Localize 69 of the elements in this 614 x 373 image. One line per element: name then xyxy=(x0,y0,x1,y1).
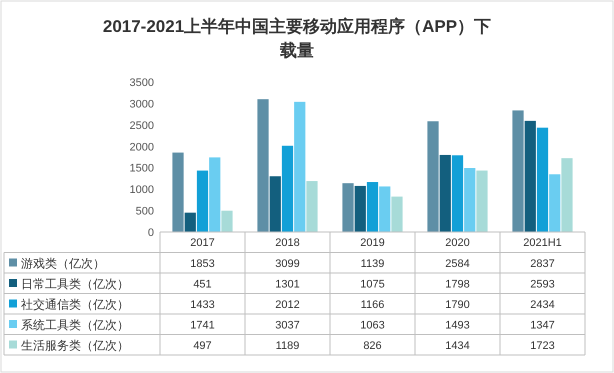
y-tick-label: 3000 xyxy=(130,98,154,110)
data-label: 2837 xyxy=(530,258,555,270)
x-tick-label: 2020 xyxy=(445,237,470,249)
bar xyxy=(464,168,476,232)
bar xyxy=(440,154,451,232)
data-label: 1853 xyxy=(190,258,215,270)
bar xyxy=(209,157,220,232)
bar xyxy=(306,181,318,232)
data-label: 2584 xyxy=(445,258,470,270)
data-label: 1301 xyxy=(275,278,300,290)
data-label: 3037 xyxy=(275,320,300,332)
legend-label: 系统工具类（亿次） xyxy=(21,318,129,332)
data-label: 1075 xyxy=(360,278,385,290)
bar xyxy=(427,121,439,232)
bar xyxy=(524,120,536,232)
bar xyxy=(549,174,560,232)
legend-label: 生活服务类（亿次） xyxy=(21,338,129,352)
data-label: 1493 xyxy=(445,320,470,332)
y-tick-label: 1000 xyxy=(130,184,154,196)
data-label: 1347 xyxy=(530,320,555,332)
legend-label: 游戏类（亿次） xyxy=(21,256,105,270)
data-label: 1433 xyxy=(190,299,215,311)
bar xyxy=(452,155,464,232)
data-label: 1790 xyxy=(445,299,470,311)
x-tick-label: 2018 xyxy=(275,237,300,249)
y-tick-label: 1500 xyxy=(130,162,154,175)
y-tick-label: 2500 xyxy=(130,120,154,132)
data-label: 3099 xyxy=(275,258,300,270)
data-label: 826 xyxy=(363,340,382,352)
bar xyxy=(294,102,306,232)
bar xyxy=(354,186,366,232)
bar xyxy=(536,128,548,232)
data-label: 1139 xyxy=(360,258,384,270)
bar xyxy=(221,210,233,232)
data-label: 497 xyxy=(193,340,212,352)
data-label: 1723 xyxy=(530,340,555,352)
data-label: 1434 xyxy=(445,340,470,352)
bar xyxy=(512,110,524,232)
y-tick-label: 0 xyxy=(148,227,154,239)
y-tick-label: 3500 xyxy=(130,77,154,89)
bar xyxy=(257,99,269,232)
data-label: 451 xyxy=(193,278,212,290)
legend-label: 日常工具类（亿次） xyxy=(21,277,129,291)
data-label: 1741 xyxy=(190,320,215,332)
bar xyxy=(342,183,354,232)
bar xyxy=(476,170,488,232)
data-label: 2012 xyxy=(275,299,300,311)
data-label: 2434 xyxy=(530,299,555,311)
y-tick-label: 2000 xyxy=(130,141,154,154)
legend-label: 社交通信类（亿次） xyxy=(21,298,129,312)
x-tick-label: 2017 xyxy=(190,237,215,249)
bar xyxy=(561,158,573,232)
data-label: 1166 xyxy=(360,299,384,311)
data-label: 1189 xyxy=(276,340,300,352)
chart-title: 2017-2021上半年中国主要移动应用程序（APP）下载量 xyxy=(102,17,492,60)
bar xyxy=(379,186,390,232)
bar xyxy=(391,196,403,232)
bar xyxy=(172,152,184,232)
y-tick-label: 500 xyxy=(136,206,154,218)
bar xyxy=(282,146,294,232)
bar xyxy=(184,212,196,232)
data-label: 2593 xyxy=(530,278,555,290)
x-tick-label: 2021H1 xyxy=(523,237,562,249)
bar xyxy=(366,182,378,232)
bar xyxy=(270,176,281,232)
x-tick-label: 2019 xyxy=(360,237,385,249)
data-label: 1798 xyxy=(445,278,470,290)
bar xyxy=(196,170,208,232)
data-label: 1063 xyxy=(360,320,385,332)
